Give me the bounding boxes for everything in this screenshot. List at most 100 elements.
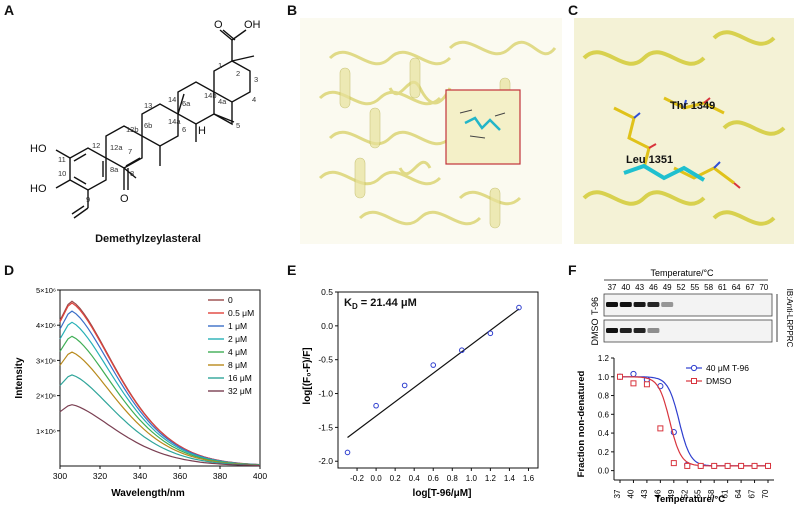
y-tick-label: 0.0 [321, 321, 333, 331]
panel-label-b: B [287, 2, 298, 18]
blot-temp-label: 67 [746, 283, 755, 292]
y-tick-label: 1.2 [598, 354, 610, 363]
data-point [711, 462, 718, 469]
x-tick-label: 61 [721, 489, 730, 498]
atom-h14b: H [198, 125, 206, 137]
panel-label-a: A [4, 2, 15, 18]
blot-band [647, 328, 660, 333]
x-tick-label: 360 [173, 471, 187, 481]
atom-number: 7 [128, 147, 132, 156]
residue-label-thr: Thr 1349 [670, 100, 715, 112]
ligand-sticks [623, 163, 706, 182]
blot-temp-label: 70 [759, 283, 768, 292]
x-tick-label: 400 [253, 471, 267, 481]
legend-label: 0.5 μM [228, 308, 254, 318]
y-tick-label: -0.5 [318, 355, 333, 365]
blot-band [633, 302, 646, 307]
x-tick-label: 67 [748, 489, 757, 498]
data-point [765, 462, 771, 469]
double-log-chart: log[(F₀-F)/F] log[T-96/μM] KD = 21.44 μM… [302, 287, 539, 499]
data-point [697, 462, 704, 469]
legend-label: 0 [228, 295, 233, 305]
x-tick-label: 0.8 [447, 474, 459, 483]
legend-marker [691, 378, 697, 384]
atom-number: 9 [86, 195, 90, 204]
series-line [59, 404, 261, 467]
x-tick-label: 0.4 [409, 474, 421, 483]
atom-ketone-o: O [120, 193, 129, 205]
thermal-shift-panel: Temperature/°C 37 40 43 46 49 52 55 58 61 64 67 70 … [576, 268, 794, 505]
data-point [630, 380, 637, 387]
blot-band [619, 302, 632, 307]
atom-number: 8a [110, 165, 119, 174]
y-tick-label: 1.0 [598, 373, 610, 382]
data-point [738, 462, 745, 469]
panel-label-c: C [568, 2, 579, 18]
atom-number: 4 [252, 95, 256, 104]
legend-marker [690, 364, 698, 372]
residue-sticks [613, 96, 735, 185]
kd-annotation: KD = 21.44 μM [344, 297, 417, 311]
blot-temp-label: 55 [690, 283, 699, 292]
blot-band [633, 328, 646, 333]
atom-number: 6b [144, 121, 152, 130]
y-tick-label: 5×10⁶ [36, 286, 56, 295]
binding-site-box [445, 89, 521, 165]
chart-e-ylabel: log[(F₀-F)/F] [302, 347, 313, 404]
fit-curve [620, 376, 768, 467]
x-tick-label: 0.6 [428, 474, 440, 483]
atom-number: 6 [182, 125, 186, 134]
x-tick-label: 1.2 [485, 474, 497, 483]
helices-closeup [582, 30, 786, 226]
panel-label-e: E [287, 262, 297, 278]
atom-number: 14b [204, 91, 217, 100]
blot-band [661, 302, 674, 307]
plot-frame [59, 289, 261, 467]
y-tick-label: 0.5 [321, 287, 333, 297]
data-point [643, 381, 650, 388]
atom-ho-top: HO [30, 143, 47, 155]
x-tick-label: 40 [626, 489, 635, 498]
x-tick-label: 49 [667, 489, 676, 498]
structure-bonds [55, 29, 255, 219]
fit-line [347, 308, 520, 439]
chart-d-xlabel: Wavelength/nm [111, 488, 185, 499]
atom-number: 14 [168, 95, 176, 104]
blot-temp-label: 37 [608, 283, 617, 292]
fluorescence-chart: Intensity Wavelength/nm 300 320 340 360 380 4… [14, 286, 267, 499]
data-point [344, 449, 351, 456]
antibody-label: IB:Anti-LRPPRC [785, 289, 794, 348]
data-point [430, 362, 437, 368]
legend-label: 32 μM [228, 386, 252, 396]
atom-number: 1 [218, 61, 222, 70]
series-line [59, 374, 261, 466]
y-tick-label: 2×10⁶ [36, 392, 56, 401]
x-tick-label: 340 [133, 471, 147, 481]
chart-e-xlabel: log[T-96/μM] [413, 488, 472, 499]
atom-number: 12 [92, 141, 100, 150]
legend-label: 16 μM [228, 373, 252, 383]
atom-number: 3 [254, 75, 258, 84]
x-tick-label: 1.4 [504, 474, 516, 483]
atom-number: 11 [58, 155, 66, 164]
data-point [657, 425, 664, 432]
x-tick-label: 58 [707, 489, 716, 498]
y-tick-label: 0.6 [598, 410, 610, 419]
atom-number: 5 [236, 121, 240, 130]
data-point [459, 347, 465, 354]
blot-temp-label: 58 [704, 283, 713, 292]
x-tick-label: 380 [213, 471, 227, 481]
atom-oh-acid: OH [244, 19, 261, 31]
atom-number: 12b [126, 125, 139, 134]
data-point [401, 382, 408, 389]
blot-temp-label: 61 [718, 283, 727, 292]
panel-label-f: F [568, 262, 577, 278]
blot-temp-label: 40 [621, 283, 630, 292]
blot-temp-label: 49 [663, 283, 672, 292]
data-point [617, 373, 623, 380]
legend-label: 8 μM [228, 360, 247, 370]
blot-label-t96: T-96 [590, 297, 600, 315]
chart-f-xlabel: Temperature/°C [655, 494, 725, 505]
atom-number: 12a [110, 143, 123, 152]
